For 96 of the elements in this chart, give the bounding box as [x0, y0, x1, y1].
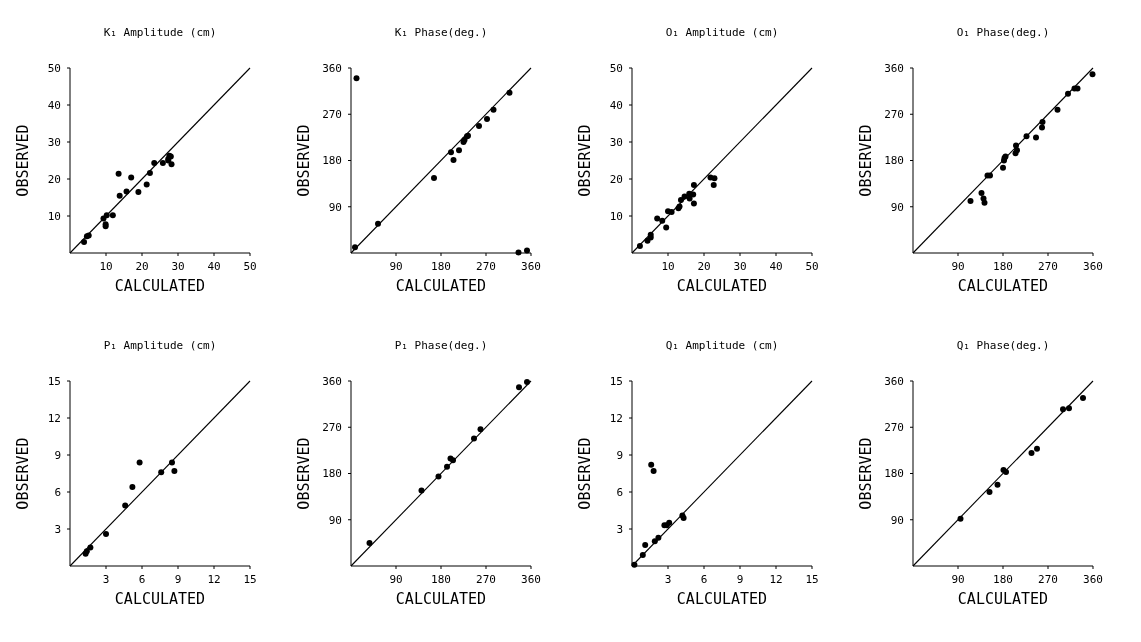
x-tick-label: 6	[138, 573, 146, 586]
y-tick-label: 180	[322, 467, 342, 481]
y-tick-label: 270	[322, 108, 342, 122]
x-axis-title: CALCULATED	[395, 590, 487, 608]
x-tick-label: 90	[951, 573, 965, 586]
y-tick-label: 270	[322, 421, 342, 435]
x-tick-label: 360	[521, 573, 541, 586]
y-tick-label: 360	[884, 61, 904, 75]
chart-title: Q₁ Amplitude (cm)	[665, 339, 779, 352]
x-tick-label: 270	[1038, 573, 1058, 586]
y-tick-label: 270	[884, 421, 904, 435]
x-tick-label: 15	[243, 573, 257, 586]
x-tick-label: 180	[993, 573, 1013, 586]
y-tick-label: 20	[47, 172, 61, 186]
y-tick-label: 270	[884, 108, 904, 122]
x-tick-label: 15	[805, 573, 819, 586]
x-tick-label: 12	[769, 573, 783, 586]
y-tick-label: 90	[328, 513, 342, 527]
y-tick-label: 6	[54, 485, 61, 499]
chart-title: O₁ Amplitude (cm)	[665, 26, 779, 39]
x-tick-label: 12	[207, 573, 221, 586]
chart-title: O₁ Phase(deg.)	[956, 26, 1050, 39]
y-tick-label: 180	[884, 467, 904, 481]
x-tick-label: 180	[431, 260, 451, 273]
y-tick-label: 90	[328, 200, 342, 214]
y-axis-title: OBSERVED	[295, 124, 313, 197]
y-tick-label: 15	[47, 374, 61, 388]
x-tick-label: 30	[171, 260, 185, 273]
x-axis-title: CALCULATED	[676, 277, 768, 295]
x-tick-label: 20	[697, 260, 711, 273]
x-tick-label: 180	[993, 260, 1013, 273]
x-axis-title: CALCULATED	[676, 590, 768, 608]
x-tick-label: 20	[135, 260, 149, 273]
y-tick-label: 50	[47, 61, 61, 75]
x-tick-label: 360	[1083, 573, 1103, 586]
x-tick-label: 270	[1038, 260, 1058, 273]
y-axis-title: OBSERVED	[576, 124, 594, 197]
x-tick-label: 90	[389, 573, 403, 586]
x-tick-label: 360	[1083, 260, 1103, 273]
y-tick-label: 3	[54, 522, 61, 536]
x-tick-label: 9	[174, 573, 182, 586]
chart-title: K₁ Phase(deg.)	[394, 26, 488, 39]
y-tick-label: 9	[616, 448, 623, 462]
y-tick-label: 30	[609, 135, 623, 149]
y-tick-label: 20	[609, 172, 623, 186]
x-tick-label: 10	[99, 260, 113, 273]
x-axis-title: CALCULATED	[114, 590, 206, 608]
y-axis-title: OBSERVED	[576, 437, 594, 510]
chart-title: P₁ Amplitude (cm)	[103, 339, 217, 352]
x-tick-label: 360	[521, 260, 541, 273]
y-tick-label: 12	[609, 411, 623, 425]
y-tick-label: 90	[890, 513, 904, 527]
y-tick-label: 180	[322, 154, 342, 168]
x-tick-label: 6	[700, 573, 708, 586]
y-axis-title: OBSERVED	[857, 437, 875, 510]
y-axis-title: OBSERVED	[295, 437, 313, 510]
y-axis-title: OBSERVED	[857, 124, 875, 197]
y-tick-label: 50	[609, 61, 623, 75]
y-tick-label: 180	[884, 154, 904, 168]
y-tick-label: 10	[47, 209, 61, 223]
y-tick-label: 10	[609, 209, 623, 223]
y-tick-label: 360	[322, 374, 342, 388]
y-tick-label: 3	[616, 522, 623, 536]
y-tick-label: 6	[616, 485, 623, 499]
x-axis-title: CALCULATED	[957, 277, 1049, 295]
y-tick-label: 360	[322, 61, 342, 75]
x-axis-title: CALCULATED	[957, 590, 1049, 608]
x-tick-label: 270	[476, 573, 496, 586]
y-tick-label: 360	[884, 374, 904, 388]
y-tick-label: 15	[609, 374, 623, 388]
y-tick-label: 9	[54, 448, 61, 462]
y-tick-label: 40	[47, 98, 61, 112]
x-tick-label: 50	[805, 260, 819, 273]
y-axis-title: OBSERVED	[14, 124, 32, 197]
chart-title: P₁ Phase(deg.)	[394, 339, 488, 352]
x-tick-label: 3	[102, 573, 110, 586]
y-axis-title: OBSERVED	[14, 437, 32, 510]
y-tick-label: 30	[47, 135, 61, 149]
x-tick-label: 9	[736, 573, 744, 586]
x-tick-label: 180	[431, 573, 451, 586]
x-tick-label: 10	[661, 260, 675, 273]
x-axis-title: CALCULATED	[114, 277, 206, 295]
x-tick-label: 40	[769, 260, 783, 273]
y-tick-label: 12	[47, 411, 61, 425]
y-tick-label: 40	[609, 98, 623, 112]
x-tick-label: 3	[664, 573, 672, 586]
x-tick-label: 90	[951, 260, 965, 273]
x-tick-label: 40	[207, 260, 221, 273]
chart-title: K₁ Amplitude (cm)	[103, 26, 217, 39]
x-tick-label: 30	[733, 260, 747, 273]
chart-title: Q₁ Phase(deg.)	[956, 339, 1050, 352]
x-tick-label: 90	[389, 260, 403, 273]
x-tick-label: 50	[243, 260, 257, 273]
y-tick-label: 90	[890, 200, 904, 214]
x-tick-label: 270	[476, 260, 496, 273]
x-axis-title: CALCULATED	[395, 277, 487, 295]
